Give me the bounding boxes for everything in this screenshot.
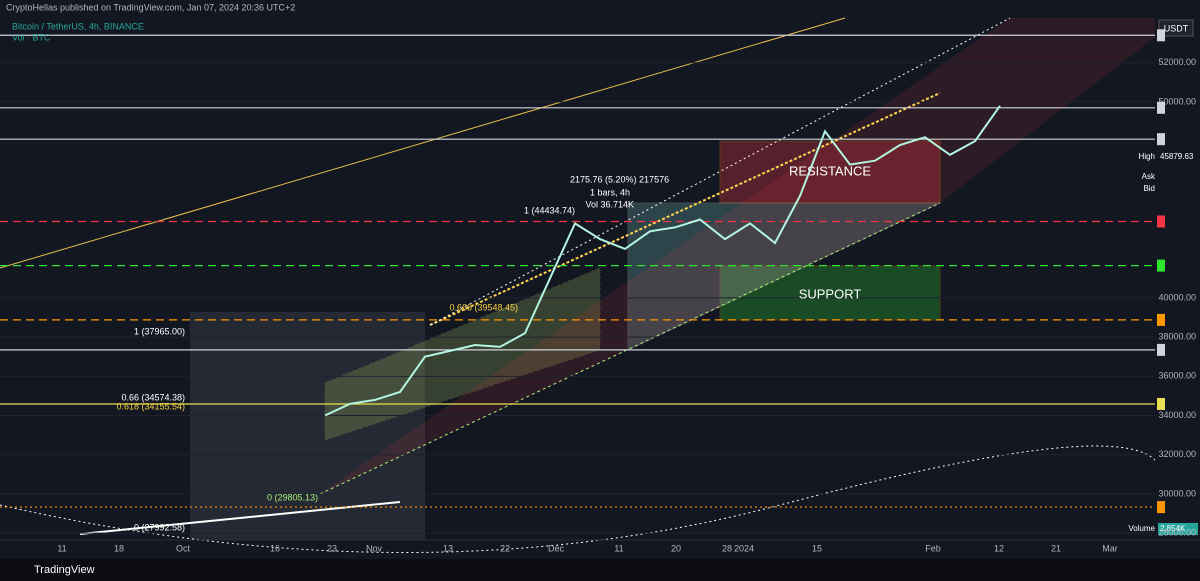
annotation: 1 (44434.74) (524, 205, 575, 215)
x-tick-label: Nov (366, 543, 383, 553)
publisher: CryptoHellas published on TradingView.co… (6, 2, 295, 12)
info-value: 2.854K (1160, 524, 1186, 533)
plot (0, 34, 1155, 534)
trend-line (0, 17, 846, 269)
info-label: Bid (1143, 184, 1155, 193)
trend-line (429, 17, 1011, 326)
annotation: 0.666 (39548.45) (449, 302, 518, 312)
info-value: 45879.63 (1160, 152, 1194, 161)
y-tick-label: 52000.00 (1158, 57, 1196, 67)
trend-line (429, 92, 941, 326)
currency-box (1158, 19, 1194, 37)
annotation: 2175.76 (5.20%) 217576 (570, 174, 669, 184)
footer-brand: TradingView (34, 564, 95, 576)
resistance-zone (719, 140, 941, 204)
annotation: 0.66 (34574.38) (121, 392, 185, 402)
info-label: High (1139, 152, 1155, 161)
level-tag (1157, 343, 1165, 356)
annotation: 0 (27992.58) (134, 522, 185, 532)
level-tag (1157, 501, 1165, 514)
y-tick-label: 30000.00 (1158, 488, 1196, 498)
x-tick-label: 18 (114, 543, 124, 553)
y-tick-label: 34000.00 (1158, 410, 1196, 420)
y-tick-label: 50000.00 (1158, 96, 1196, 106)
x-tick-label: 12 (994, 543, 1004, 553)
level-tag (1157, 259, 1165, 272)
x-tick-label: Oct (176, 543, 191, 553)
y-tick-label: 38000.00 (1158, 332, 1196, 342)
y-tick-label: 32000.00 (1158, 449, 1196, 459)
y-tick-label: 28000.00 (1158, 528, 1196, 538)
x-tick-label: 28 (722, 543, 732, 553)
y-tick-label: 40000.00 (1158, 292, 1196, 302)
x-tick-label: 11 (57, 543, 66, 553)
x-tick-label: 11 (614, 543, 623, 553)
level-tag (1157, 397, 1165, 410)
y-tick-label: 36000.00 (1158, 371, 1196, 381)
info-label: Ask (1142, 172, 1156, 181)
support-zone (719, 265, 941, 321)
annotation: RESISTANCE (789, 163, 871, 178)
info-label: Volume (1128, 524, 1155, 533)
level-tag (1157, 133, 1165, 146)
price-line (324, 105, 1001, 417)
curve (0, 445, 1161, 553)
footer (0, 559, 1200, 581)
chart-subtitle: Vol · BTC (12, 32, 51, 42)
annotation: 1 bars, 4h (590, 187, 630, 197)
annotation: Vol 36.714K (585, 199, 634, 209)
x-tick-label: 15 (812, 543, 822, 553)
annotation: 0 (29805.13) (267, 492, 318, 502)
level-tag (1157, 101, 1165, 114)
level-tag (1157, 29, 1165, 42)
range-box (190, 312, 425, 540)
level-tag (1157, 313, 1165, 326)
x-tick-label: 21 (1051, 543, 1061, 553)
chart-title: Bitcoin / TetherUS, 4h, BINANCE (12, 21, 144, 31)
x-tick-label: Dec (548, 543, 565, 553)
x-tick-label: Feb (925, 543, 941, 553)
volume-tag (1158, 523, 1198, 535)
level-tag (1157, 215, 1165, 228)
rising-channel (320, 18, 1180, 494)
x-tick-label: 16 (270, 543, 280, 553)
x-tick-label: Mar (1102, 543, 1118, 553)
x-tick-label: 20 (671, 543, 681, 553)
x-tick-label: 13 (443, 543, 453, 553)
x-tick-label: 2024 (734, 543, 754, 553)
annotation: 1 (37965.00) (134, 326, 185, 336)
annotation: 0.618 (34155.54) (116, 401, 185, 411)
annotation: SUPPORT (799, 286, 862, 301)
x-tick-label: 23 (327, 543, 337, 553)
trend-line (319, 202, 941, 495)
x-tick-label: 22 (500, 543, 510, 553)
currency: USDT (1164, 23, 1189, 33)
